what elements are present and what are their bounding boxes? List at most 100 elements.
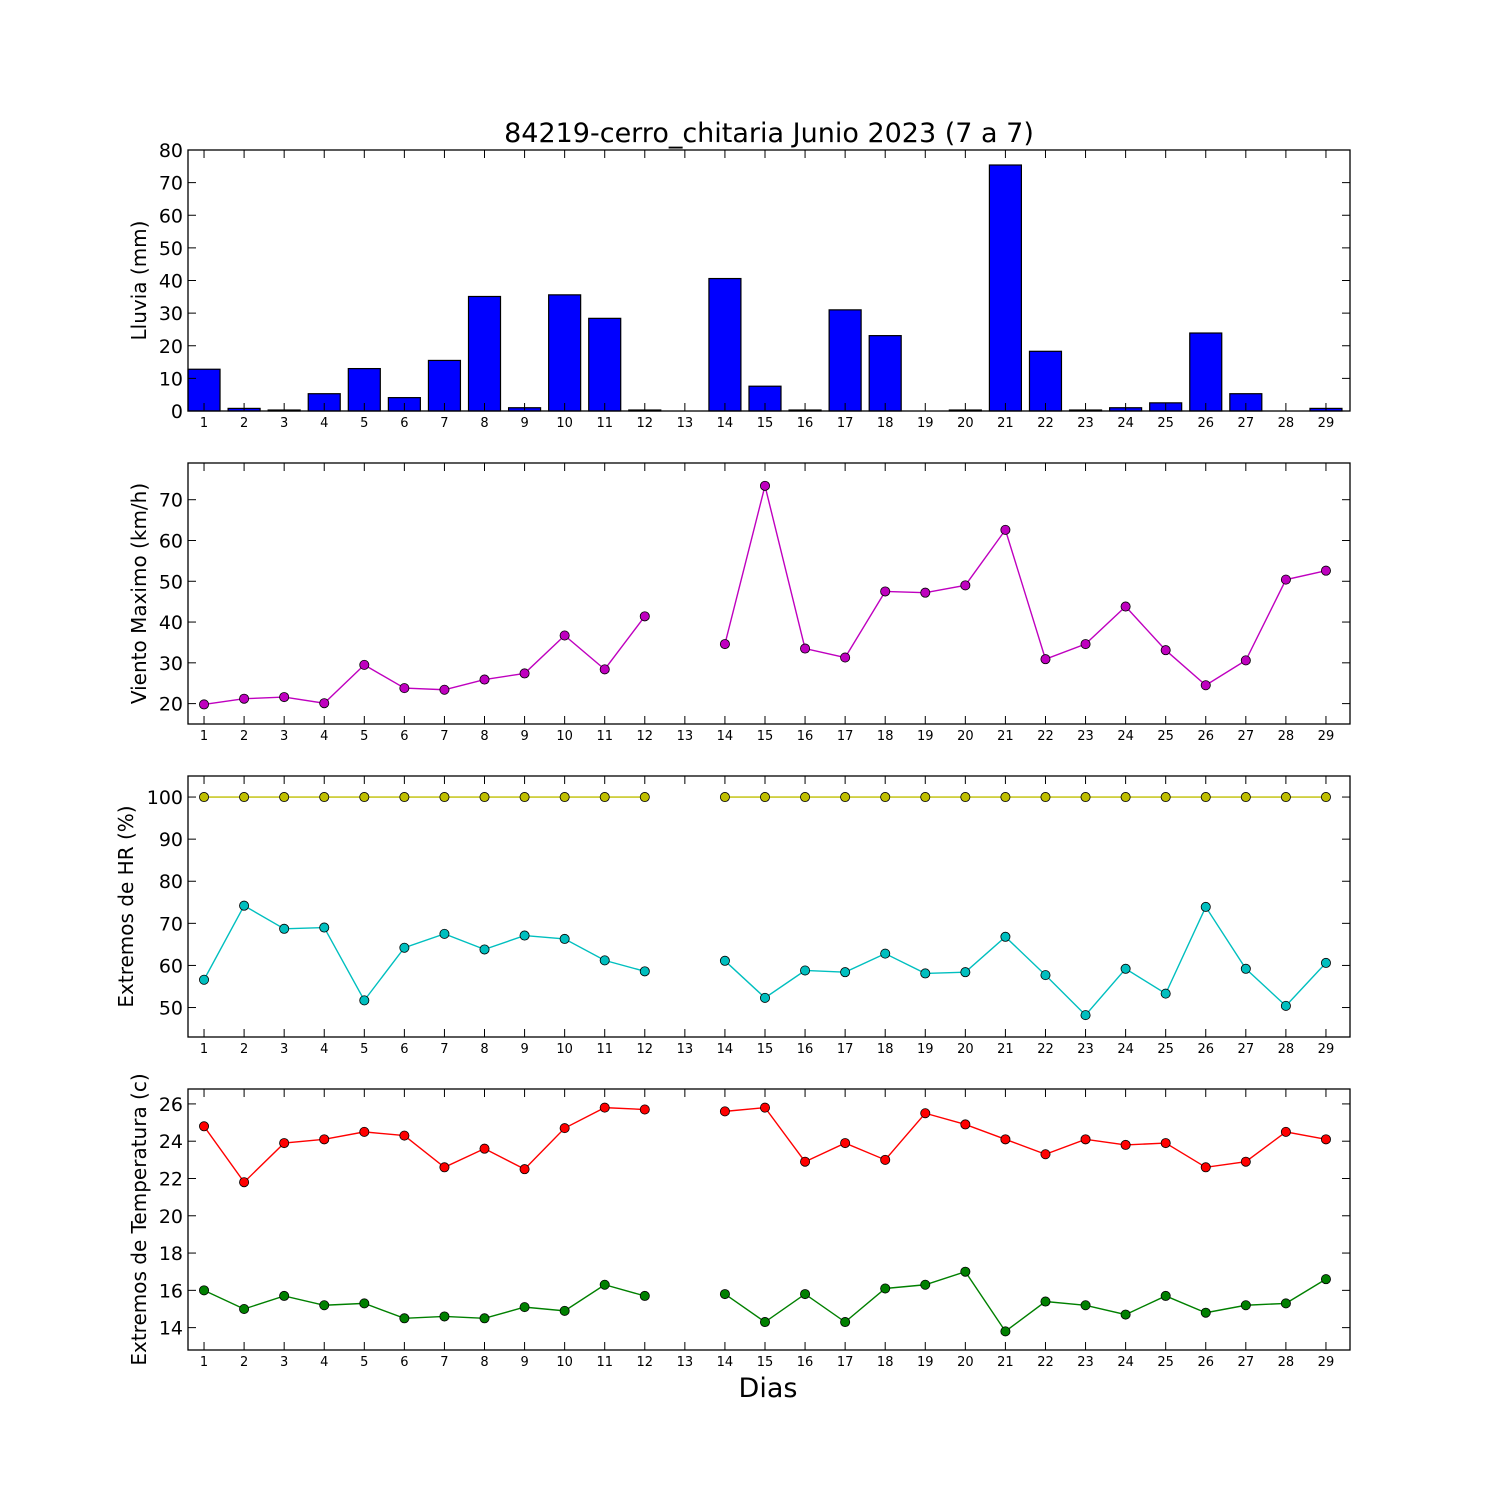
data-point (639, 792, 650, 803)
y-tick-label: 0 (171, 401, 183, 423)
bar (988, 164, 1023, 412)
data-point (920, 1279, 931, 1290)
x-tick-label: 17 (837, 1042, 854, 1057)
data-point (1160, 988, 1171, 999)
x-tick-label: 10 (556, 1355, 573, 1370)
x-tick-label: 20 (957, 1042, 974, 1057)
x-tick-label: 16 (797, 416, 814, 431)
x-tick-label: 3 (280, 729, 288, 744)
y-tick-label: 16 (159, 1280, 183, 1302)
data-point (319, 1134, 330, 1145)
data-point (599, 1102, 610, 1113)
x-tick-label: 14 (717, 416, 734, 431)
series-line (203, 1106, 645, 1184)
x-tick-label: 18 (877, 1042, 894, 1057)
data-point (359, 1298, 370, 1309)
data-point (439, 684, 450, 695)
data-point (599, 1279, 610, 1290)
x-tick-label: 22 (1037, 1042, 1054, 1057)
x-tick-label: 7 (440, 416, 448, 431)
series-1 (199, 1102, 1331, 1188)
data-point (800, 965, 811, 976)
data-point (880, 1283, 891, 1294)
x-tick-label: 17 (837, 729, 854, 744)
bar (588, 317, 622, 412)
x-tick-label: 29 (1318, 416, 1335, 431)
data-point (1280, 1298, 1291, 1309)
series-line (203, 1283, 645, 1320)
data-point (1320, 792, 1331, 803)
data-point (239, 1177, 250, 1188)
y-tick-label: 18 (159, 1243, 183, 1265)
data-point (840, 967, 851, 978)
x-tick-label: 15 (757, 416, 774, 431)
x-tick-label: 9 (520, 416, 528, 431)
x-tick-label: 12 (637, 416, 654, 431)
data-point (1120, 963, 1131, 974)
x-tick-label: 5 (360, 1042, 368, 1057)
data-point (1000, 1326, 1011, 1337)
y-axis-label: Viento Maximo (km/h) (127, 483, 151, 704)
x-tick-label: 12 (637, 1355, 654, 1370)
y-axis-label: Extremos de Temperatura (c) (127, 1073, 151, 1365)
bar (467, 295, 502, 412)
plot-frame (187, 462, 1351, 725)
data-point (719, 955, 730, 966)
x-tick-label: 20 (957, 416, 974, 431)
x-tick-label: 9 (520, 1355, 528, 1370)
data-point (199, 699, 210, 710)
y-tick-label: 90 (159, 829, 183, 851)
data-point (880, 1154, 891, 1165)
data-point (1240, 655, 1251, 666)
data-point (719, 1289, 730, 1300)
data-point (199, 1121, 210, 1132)
x-tick-label: 28 (1278, 416, 1295, 431)
x-tick-label: 25 (1157, 729, 1174, 744)
x-tick-label: 24 (1117, 1042, 1134, 1057)
data-point (1320, 1134, 1331, 1145)
data-point (639, 966, 650, 977)
data-point (920, 1108, 931, 1119)
x-tick-label: 6 (400, 1355, 408, 1370)
x-tick-label: 28 (1278, 1355, 1295, 1370)
x-tick-label: 4 (320, 416, 328, 431)
y-tick-label: 50 (159, 238, 183, 260)
data-point (199, 792, 210, 803)
data-point (759, 992, 770, 1003)
x-tick-label: 9 (520, 1042, 528, 1057)
data-point (1200, 792, 1211, 803)
data-point (319, 792, 330, 803)
data-point (1280, 792, 1291, 803)
data-point (880, 948, 891, 959)
y-tick-label: 60 (159, 530, 183, 552)
series-1 (199, 792, 1331, 803)
y-tick-label: 80 (159, 140, 183, 162)
data-point (1320, 957, 1331, 968)
data-point (719, 1106, 730, 1117)
data-point (1280, 574, 1291, 585)
x-tick-label: 11 (596, 416, 613, 431)
data-point (519, 1164, 530, 1175)
data-point (1040, 970, 1051, 981)
data-point (519, 1302, 530, 1313)
data-point (960, 792, 971, 803)
x-tick-label: 10 (556, 729, 573, 744)
x-tick-label: 18 (877, 416, 894, 431)
data-point (800, 1156, 811, 1167)
data-point (800, 1289, 811, 1300)
bar (427, 359, 462, 412)
x-tick-label: 4 (320, 1042, 328, 1057)
x-tick-label: 12 (637, 729, 654, 744)
data-point (840, 1317, 851, 1328)
data-point (359, 995, 370, 1006)
x-tick-label: 13 (677, 729, 694, 744)
data-point (399, 683, 410, 694)
x-tick-label: 22 (1037, 729, 1054, 744)
x-tick-label: 20 (957, 729, 974, 744)
data-point (559, 1123, 570, 1134)
x-tick-label: 21 (997, 416, 1014, 431)
x-tick-label: 6 (400, 1042, 408, 1057)
x-tick-label: 4 (320, 1355, 328, 1370)
data-point (920, 792, 931, 803)
